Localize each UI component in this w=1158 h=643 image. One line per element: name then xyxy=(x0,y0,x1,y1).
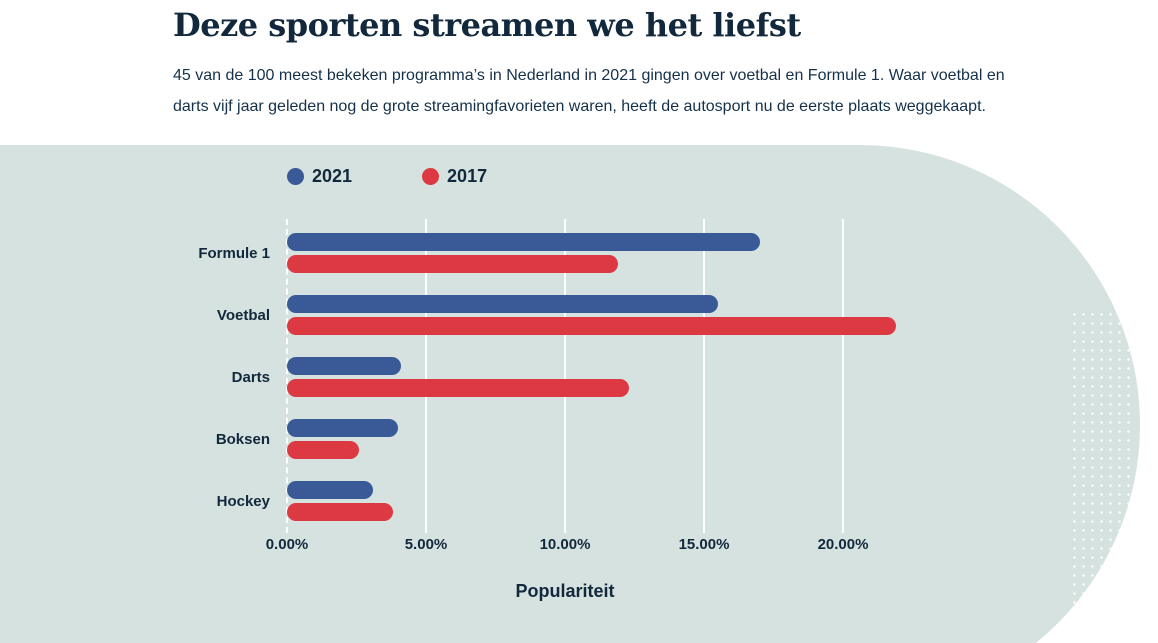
x-tick-label: 15.00% xyxy=(678,536,730,553)
chart-row-hockey: Hockey xyxy=(0,476,1158,526)
chart-row-boksen: Boksen xyxy=(0,414,1158,464)
bar-2017-voetbal[interactable] xyxy=(287,317,896,335)
intro-line-2: darts vijf jaar geleden nog de grote str… xyxy=(173,98,986,115)
bar-2021-formule-1[interactable] xyxy=(287,233,760,251)
category-label: Formule 1 xyxy=(198,244,270,262)
x-tick-label: 5.00% xyxy=(404,536,448,553)
legend-circle-icon xyxy=(287,168,304,185)
gridline xyxy=(425,219,427,533)
intro-text: 45 van de 100 meest bekeken programma’s … xyxy=(173,60,1093,122)
bar-group xyxy=(287,357,629,397)
legend-item-2017[interactable]: 2017 xyxy=(422,166,487,187)
intro-line-1: 45 van de 100 meest bekeken programma’s … xyxy=(173,67,1005,84)
chart-row-voetbal: Voetbal xyxy=(0,290,1158,340)
bar-2021-boksen[interactable] xyxy=(287,419,399,437)
gridline xyxy=(842,219,844,533)
bar-2021-hockey[interactable] xyxy=(287,481,374,499)
gridline xyxy=(564,219,566,533)
category-label: Hockey xyxy=(216,492,270,510)
bar-group xyxy=(287,295,896,335)
bar-group xyxy=(287,481,393,521)
chart-row-formule-1: Formule 1 xyxy=(0,228,1158,278)
category-label: Voetbal xyxy=(216,306,270,324)
bar-group xyxy=(287,233,760,273)
chart-legend: 2021 2017 xyxy=(287,166,487,187)
dot-pattern-decoration xyxy=(1070,310,1136,620)
category-label: Darts xyxy=(231,368,270,386)
bar-2017-boksen[interactable] xyxy=(287,441,360,459)
bar-2017-formule-1[interactable] xyxy=(287,255,618,273)
chart-row-darts: Darts xyxy=(0,352,1158,402)
bar-group xyxy=(287,419,399,459)
bar-2017-hockey[interactable] xyxy=(287,503,393,521)
legend-item-2021[interactable]: 2021 xyxy=(287,166,352,187)
x-axis-title: Populariteit xyxy=(515,581,615,601)
bar-2021-voetbal[interactable] xyxy=(287,295,718,313)
zero-gridline xyxy=(286,219,288,533)
category-label: Boksen xyxy=(215,430,270,448)
bar-2017-darts[interactable] xyxy=(287,379,629,397)
page-title: Deze sporten streamen we het liefst xyxy=(173,6,801,44)
x-tick-label: 10.00% xyxy=(539,536,591,553)
gridline xyxy=(703,219,705,533)
header: Deze sporten streamen we het liefst 45 v… xyxy=(173,0,1093,122)
x-tick-label: 20.00% xyxy=(817,536,869,553)
bar-2021-darts[interactable] xyxy=(287,357,401,375)
legend-circle-icon xyxy=(422,168,440,185)
legend-label: 2017 xyxy=(447,166,488,186)
legend-label: 2021 xyxy=(312,166,353,186)
x-tick-label: 0.00% xyxy=(265,536,309,553)
